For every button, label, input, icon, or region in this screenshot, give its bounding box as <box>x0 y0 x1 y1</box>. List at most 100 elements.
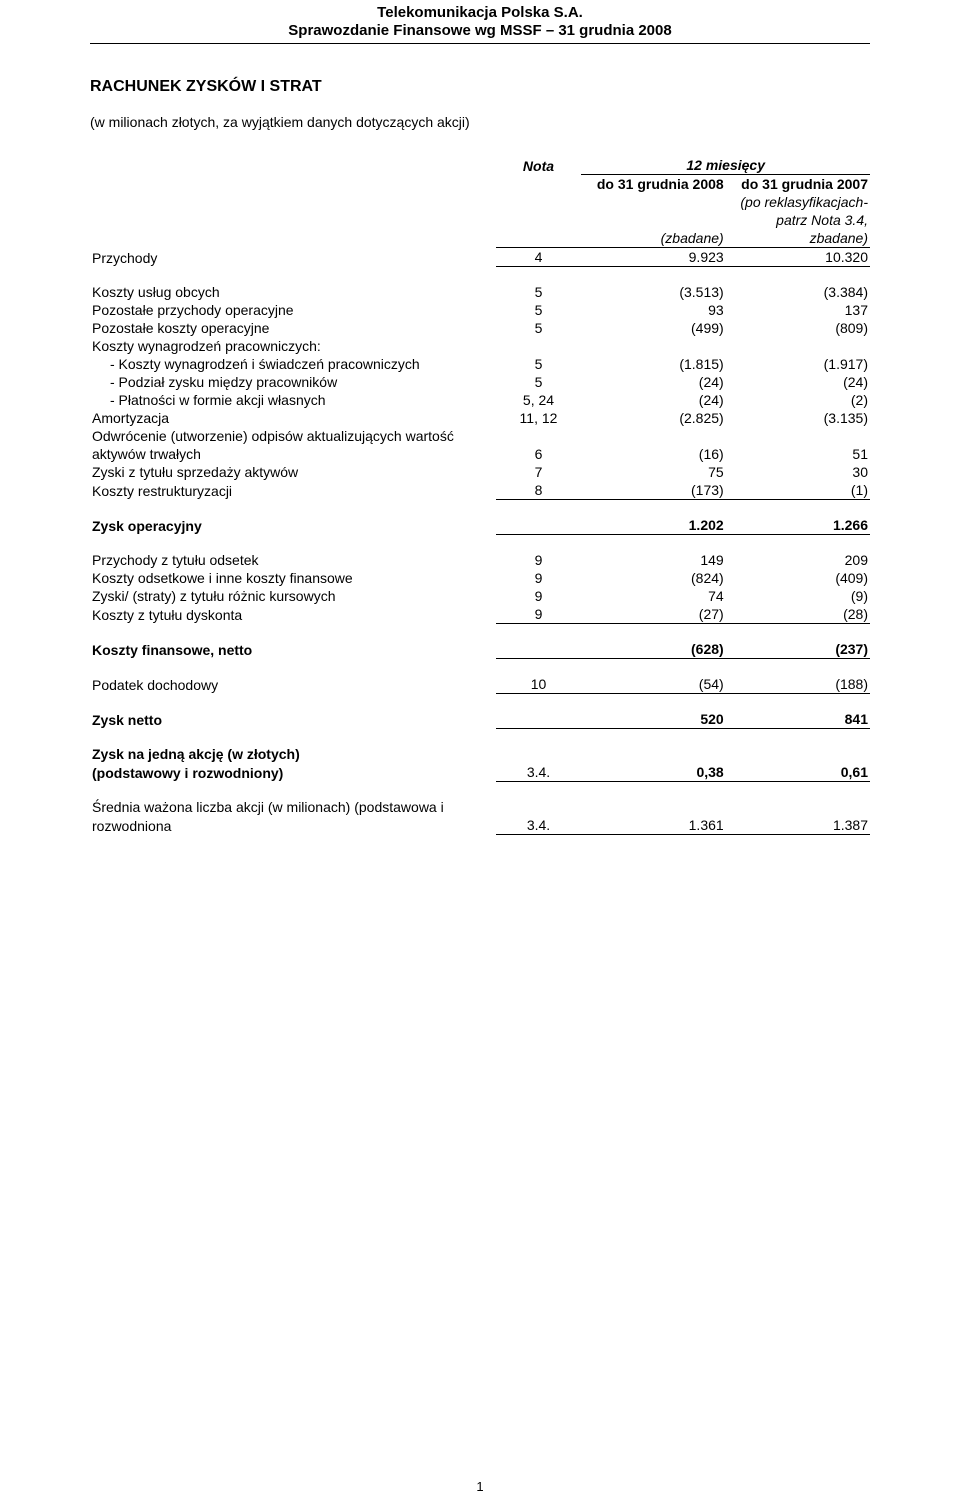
row-nota: 5 <box>496 373 582 391</box>
row-nota: 3.4. <box>496 816 582 835</box>
col1-sub: (zbadane) <box>581 229 725 248</box>
row-nota: 5 <box>496 355 582 373</box>
row-nota: 5 <box>496 319 582 337</box>
row-v1: (173) <box>581 481 725 500</box>
row-label: Zyski/ (straty) z tytułu różnic kursowyc… <box>90 587 496 605</box>
table-row: - Podział zysku między pracowników 5 (24… <box>90 373 870 391</box>
row-label: rozwodniona <box>90 816 496 835</box>
table-row: Zyski/ (straty) z tytułu różnic kursowyc… <box>90 587 870 605</box>
row-v1: (24) <box>581 373 725 391</box>
row-v2: (24) <box>726 373 870 391</box>
row-v2: 137 <box>726 301 870 319</box>
row-label: aktywów trwałych <box>90 445 496 463</box>
page-title: RACHUNEK ZYSKÓW I STRAT <box>90 78 870 96</box>
row-label: (podstawowy i rozwodniony) <box>90 763 496 782</box>
row-v2: 30 <box>726 463 870 481</box>
row-label: Średnia ważona liczba akcji (w milionach… <box>90 798 496 816</box>
spacer-row <box>90 694 870 711</box>
spacer-row <box>90 535 870 552</box>
row-label: Koszty odsetkowe i inne koszty finansowe <box>90 569 496 587</box>
row-label: Zysk operacyjny <box>90 516 496 535</box>
row-nota: 4 <box>496 248 582 267</box>
table-row: Zyski z tytułu sprzedaży aktywów 7 75 30 <box>90 463 870 481</box>
table-header-row: (po reklasyfikacjach- <box>90 193 870 211</box>
table-row: Koszty usług obcych 5 (3.513) (3.384) <box>90 283 870 301</box>
row-v2: (9) <box>726 587 870 605</box>
col2-sub3: zbadane) <box>726 229 870 248</box>
row-label: Odwrócenie (utworzenie) odpisów aktualiz… <box>90 427 496 445</box>
row-nota: 3.4. <box>496 763 582 782</box>
table-row: Przychody z tytułu odsetek 9 149 209 <box>90 551 870 569</box>
spacer-row <box>90 782 870 799</box>
table-row: Odwrócenie (utworzenie) odpisów aktualiz… <box>90 427 870 445</box>
row-v1: (499) <box>581 319 725 337</box>
row-v2: 1.387 <box>726 816 870 835</box>
table-row-total: Zysk netto 520 841 <box>90 710 870 729</box>
row-v2: (2) <box>726 391 870 409</box>
row-label: Koszty z tytułu dyskonta <box>90 605 496 624</box>
row-nota: 5 <box>496 301 582 319</box>
table-row-total: Koszty finansowe, netto (628) (237) <box>90 640 870 659</box>
report-title: Sprawozdanie Finansowe wg MSSF – 31 grud… <box>90 22 870 43</box>
table-row: Koszty z tytułu dyskonta 9 (27) (28) <box>90 605 870 624</box>
table-row: Koszty restrukturyzacji 8 (173) (1) <box>90 481 870 500</box>
row-label: Koszty wynagrodzeń pracowniczych: <box>90 337 496 355</box>
table-row: Amortyzacja 11, 12 (2.825) (3.135) <box>90 409 870 427</box>
row-v1: 0,38 <box>581 763 725 782</box>
row-v2: 10.320 <box>726 248 870 267</box>
row-label: Przychody z tytułu odsetek <box>90 551 496 569</box>
row-v1: (3.513) <box>581 283 725 301</box>
table-row: Pozostałe koszty operacyjne 5 (499) (809… <box>90 319 870 337</box>
table-header-row: (zbadane) zbadane) <box>90 229 870 248</box>
table-header-row: Nota 12 miesięcy <box>90 156 870 175</box>
row-nota: 9 <box>496 605 582 624</box>
table-row: rozwodniona 3.4. 1.361 1.387 <box>90 816 870 835</box>
row-v2: (409) <box>726 569 870 587</box>
row-v1: 9.923 <box>581 248 725 267</box>
spacer-row <box>90 500 870 517</box>
row-v1: (2.825) <box>581 409 725 427</box>
row-nota: 6 <box>496 445 582 463</box>
col2-sub1: (po reklasyfikacjach- <box>726 193 870 211</box>
row-v1: (824) <box>581 569 725 587</box>
row-nota: 9 <box>496 551 582 569</box>
table-header-row: do 31 grudnia 2008 do 31 grudnia 2007 <box>90 175 870 194</box>
row-v1: (16) <box>581 445 725 463</box>
table-row: (podstawowy i rozwodniony) 3.4. 0,38 0,6… <box>90 763 870 782</box>
row-v1: (27) <box>581 605 725 624</box>
row-v2: (1) <box>726 481 870 500</box>
row-v2: 841 <box>726 710 870 729</box>
row-label: - Płatności w formie akcji własnych <box>90 391 496 409</box>
table-header-row: patrz Nota 3.4, <box>90 211 870 229</box>
page-number: 1 <box>0 1479 960 1494</box>
table-row: Koszty wynagrodzeń pracowniczych: <box>90 337 870 355</box>
row-v1: 1.202 <box>581 516 725 535</box>
table-row: Średnia ważona liczba akcji (w milionach… <box>90 798 870 816</box>
row-v2: 209 <box>726 551 870 569</box>
col-nota-header: Nota <box>496 156 582 175</box>
row-nota: 5, 24 <box>496 391 582 409</box>
row-label: Przychody <box>90 248 496 267</box>
row-label: Zyski z tytułu sprzedaży aktywów <box>90 463 496 481</box>
row-label: Koszty restrukturyzacji <box>90 481 496 500</box>
income-statement-table: Nota 12 miesięcy do 31 grudnia 2008 do 3… <box>90 156 870 835</box>
row-label: Pozostałe przychody operacyjne <box>90 301 496 319</box>
spacer-row <box>90 624 870 641</box>
row-label: - Koszty wynagrodzeń i świadczeń pracown… <box>90 355 496 373</box>
row-v1: 74 <box>581 587 725 605</box>
table-row: Pozostałe przychody operacyjne 5 93 137 <box>90 301 870 319</box>
row-nota: 5 <box>496 283 582 301</box>
row-v1: 1.361 <box>581 816 725 835</box>
row-v2: (237) <box>726 640 870 659</box>
row-nota: 9 <box>496 569 582 587</box>
doc-header: Telekomunikacja Polska S.A. Sprawozdanie… <box>90 0 870 44</box>
row-v1: 75 <box>581 463 725 481</box>
row-v2: 1.266 <box>726 516 870 535</box>
row-v2: 51 <box>726 445 870 463</box>
spacer-row <box>90 729 870 746</box>
row-v1: (54) <box>581 675 725 694</box>
table-row: - Płatności w formie akcji własnych 5, 2… <box>90 391 870 409</box>
row-label: Zysk na jedną akcję (w złotych) <box>90 745 496 763</box>
row-v1: (1.815) <box>581 355 725 373</box>
table-row: Koszty odsetkowe i inne koszty finansowe… <box>90 569 870 587</box>
